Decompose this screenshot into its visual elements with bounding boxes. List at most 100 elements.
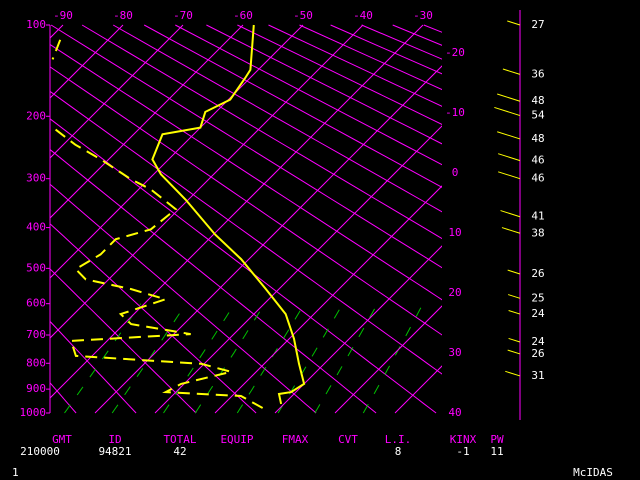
index-value: 11 (490, 445, 503, 458)
x-tick-label: -80 (113, 9, 133, 22)
x-tick-label: 30 (448, 346, 461, 359)
wind-barb (497, 153, 521, 162)
isotherm (50, 24, 184, 159)
isotherm (154, 125, 442, 414)
index-label: KINX (450, 433, 477, 446)
wind-barb (507, 294, 521, 299)
x-tick-label: 0 (452, 166, 459, 179)
wind-speed-label: 26 (531, 347, 544, 360)
dry-adiabat (50, 268, 197, 414)
wind-barb (505, 370, 521, 377)
wind-barb (507, 20, 521, 26)
wind-speed-label: 24 (531, 307, 545, 320)
index-value: -1 (456, 445, 469, 458)
isotherm (214, 185, 442, 414)
wind-barb (501, 227, 521, 234)
dry-adiabat (0, 25, 16, 413)
x-tick-label: 20 (448, 286, 461, 299)
dry-adiabat (81, 24, 442, 240)
wind-speed-label: 25 (531, 291, 544, 304)
y-tick-label: 100 (26, 18, 46, 31)
mixing-ratio-line (194, 303, 266, 414)
dry-adiabat (392, 24, 442, 46)
wind-barb (507, 269, 521, 275)
index-value: 210000 (20, 445, 60, 458)
isotherm (50, 24, 124, 99)
index-label: EQUIP (220, 433, 253, 446)
dry-adiabat (112, 24, 442, 213)
dry-adiabat (175, 24, 442, 166)
isotherm (50, 24, 304, 279)
mixing-ratio-line (163, 303, 236, 414)
x-tick-label: -30 (413, 9, 433, 22)
wind-speed-label: 46 (531, 154, 544, 167)
dry-adiabat (206, 24, 442, 145)
isotherm (394, 365, 442, 414)
index-label: PW (490, 433, 504, 446)
dry-adiabat (143, 24, 442, 188)
x-tick-label: -20 (445, 46, 465, 59)
y-tick-label: 200 (26, 109, 46, 122)
index-label: GMT (52, 433, 72, 446)
isotherm (50, 24, 364, 339)
x-tick-label: -60 (233, 9, 253, 22)
wind-barb (502, 68, 521, 75)
index-label: L.I. (385, 433, 412, 446)
x-tick-label: -40 (353, 9, 373, 22)
wind-speed-label: 54 (531, 109, 545, 122)
wind-speed-label: 27 (531, 18, 544, 31)
x-tick-label: -70 (173, 9, 193, 22)
wind-speed-label: 36 (531, 67, 544, 80)
dry-adiabat (50, 24, 442, 269)
wind-barb (507, 349, 521, 355)
dry-adiabat (50, 148, 377, 414)
isotherm (94, 65, 442, 414)
isotherm (50, 24, 64, 39)
wind-barb (497, 131, 521, 140)
index-value: 42 (173, 445, 186, 458)
wind-barb (497, 171, 521, 180)
y-tick-label: 800 (26, 356, 46, 369)
x-tick-label: 10 (448, 226, 461, 239)
wind-speed-label: 26 (531, 267, 544, 280)
dewpoint-line (51, 39, 62, 60)
dry-adiabat (50, 320, 137, 414)
wind-barb (494, 106, 521, 117)
index-value: 94821 (98, 445, 131, 458)
software-label: McIDAS (573, 466, 613, 479)
y-tick-label: 600 (26, 297, 46, 310)
wind-speed-label: 48 (531, 132, 544, 145)
y-tick-label: 900 (26, 382, 46, 395)
index-value: 8 (395, 445, 402, 458)
isotherm (50, 24, 244, 219)
wind-speed-label: 41 (531, 210, 544, 223)
dewpoint-line (54, 128, 266, 411)
wind-speed-label: 48 (531, 94, 544, 107)
wind-speed-label: 38 (531, 226, 544, 239)
y-tick-label: 700 (26, 328, 46, 341)
x-tick-label: -90 (53, 9, 73, 22)
dry-adiabat (330, 24, 442, 75)
wind-barb (497, 93, 521, 102)
isotherm (50, 24, 424, 399)
isotherm (455, 25, 640, 413)
wind-speed-label: 46 (531, 172, 544, 185)
isotherm (334, 305, 442, 414)
wind-speed-label: 24 (531, 335, 545, 348)
dry-adiabat (361, 24, 442, 60)
index-label: FMAX (282, 433, 309, 446)
index-label: TOTAL (163, 433, 196, 446)
x-tick-label: -10 (445, 106, 465, 119)
dry-adiabat (299, 24, 442, 91)
wind-barb (508, 337, 521, 343)
x-tick-label: 40 (448, 406, 461, 419)
dry-adiabat (50, 223, 257, 414)
y-tick-label: 1000 (20, 406, 47, 419)
y-tick-label: 300 (26, 172, 46, 185)
wind-barb (500, 210, 521, 218)
y-tick-label: 400 (26, 221, 46, 234)
dry-adiabat (50, 90, 442, 375)
plot-area (0, 24, 640, 414)
